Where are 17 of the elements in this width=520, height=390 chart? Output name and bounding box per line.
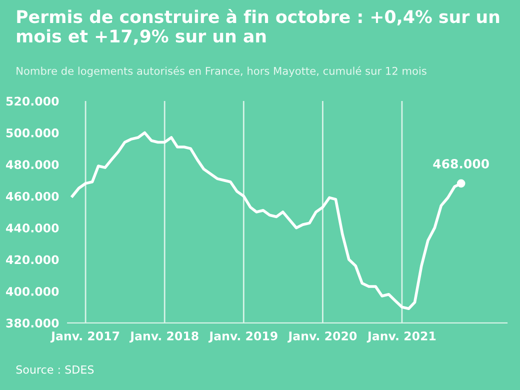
chart-subtitle: Nombre de logements autorisés en France, hors Mayotte, cumulé sur 12 mois (16, 66, 426, 77)
chart-title: Permis de construire à fin octobre : +0,4% sur un mois et +17,9% sur un an (17, 9, 500, 45)
y-tick-label: 520.000 (6, 96, 59, 106)
source-note: Source : SDES (16, 365, 94, 374)
x-tick-label: Janv. 2021 (366, 331, 436, 343)
x-tick-label: Janv. 2019 (208, 331, 278, 343)
x-tick-label: Janv. 2018 (129, 331, 198, 343)
y-tick-label: 420.000 (6, 255, 59, 264)
y-tick-label: 380.000 (6, 318, 59, 328)
x-tick-label: Janv. 2017 (50, 331, 120, 343)
y-tick-label: 460.000 (6, 192, 59, 201)
annotation: 468.000 (433, 159, 489, 169)
y-tick-label: 440.000 (6, 224, 59, 232)
y-tick-label: 400.000 (6, 286, 59, 296)
y-tick-label: 480.000 (6, 160, 59, 170)
y-tick-label: 500.000 (6, 128, 59, 138)
x-tick-label: Janv. 2020 (288, 331, 357, 343)
